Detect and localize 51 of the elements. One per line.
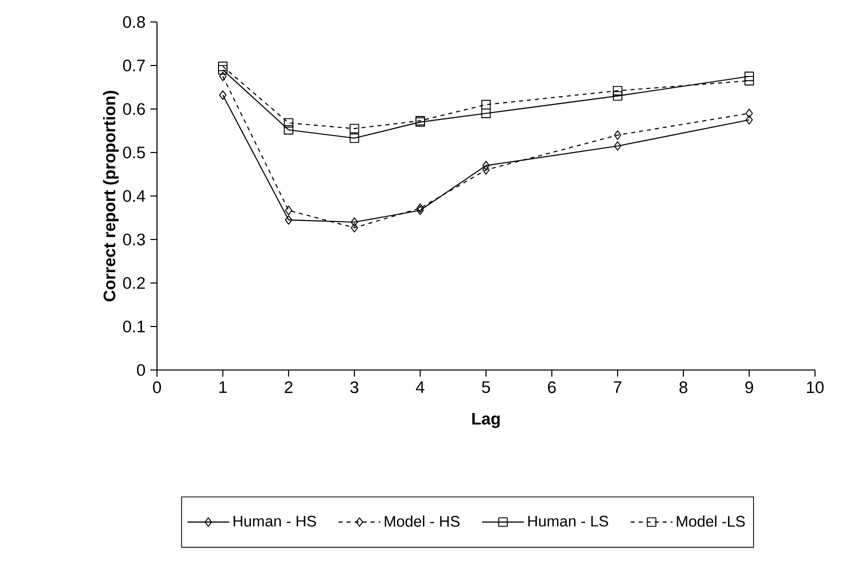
legend-label: Human - HS: [234, 516, 316, 527]
point: [218, 65, 228, 75]
point: [416, 203, 424, 213]
x-tick-label: 0: [153, 381, 161, 394]
point: [614, 130, 622, 140]
point: [482, 160, 490, 170]
x-tick-label: 5: [482, 381, 490, 394]
y-tick-label: 0.4: [123, 190, 146, 202]
y-axis-title: Correct report (proportion): [103, 90, 119, 302]
point: [218, 62, 228, 72]
point: [746, 115, 753, 125]
point: [746, 108, 753, 118]
point: [350, 124, 360, 134]
x-tick-label: 6: [548, 381, 556, 394]
x-tick-label: 2: [284, 381, 292, 394]
point: [284, 125, 294, 135]
point: [219, 90, 226, 100]
y-tick-label: 0.2: [123, 277, 145, 289]
x-tick-label: 1: [219, 381, 227, 393]
x-axis-title: Lag: [472, 413, 500, 428]
x-tick-label: 8: [680, 381, 688, 394]
y-tick-label: 0.6: [123, 103, 145, 115]
point: [416, 206, 424, 216]
legend-label: Model -LS: [676, 516, 745, 527]
y-tick-label: 0.5: [123, 146, 145, 158]
y-tick-label: 0.3: [123, 234, 145, 246]
point: [744, 76, 754, 86]
point: [350, 133, 360, 143]
point: [350, 223, 358, 232]
point: [612, 91, 622, 101]
y-tick-label: 0: [137, 364, 145, 376]
x-tick-label: 3: [350, 381, 358, 394]
y-tick-label: 0.1: [123, 320, 145, 332]
point: [482, 165, 490, 175]
legend-label: Human - LS: [528, 516, 608, 527]
point: [612, 86, 622, 96]
x-tick-label: 7: [614, 381, 622, 393]
point: [350, 217, 358, 227]
point: [481, 100, 491, 110]
point: [614, 141, 622, 151]
point: [481, 108, 491, 118]
x-tick-label: 9: [745, 381, 754, 394]
point: [284, 118, 294, 128]
x-tick-label: 4: [416, 381, 424, 393]
point: [284, 206, 292, 216]
y-tick-label: 0.7: [123, 60, 145, 72]
legend-label: Model - HS: [384, 516, 460, 527]
point: [284, 215, 292, 225]
y-tick-label: 0.8: [123, 16, 145, 28]
x-tick-label: 10: [807, 381, 824, 394]
point: [744, 72, 754, 82]
